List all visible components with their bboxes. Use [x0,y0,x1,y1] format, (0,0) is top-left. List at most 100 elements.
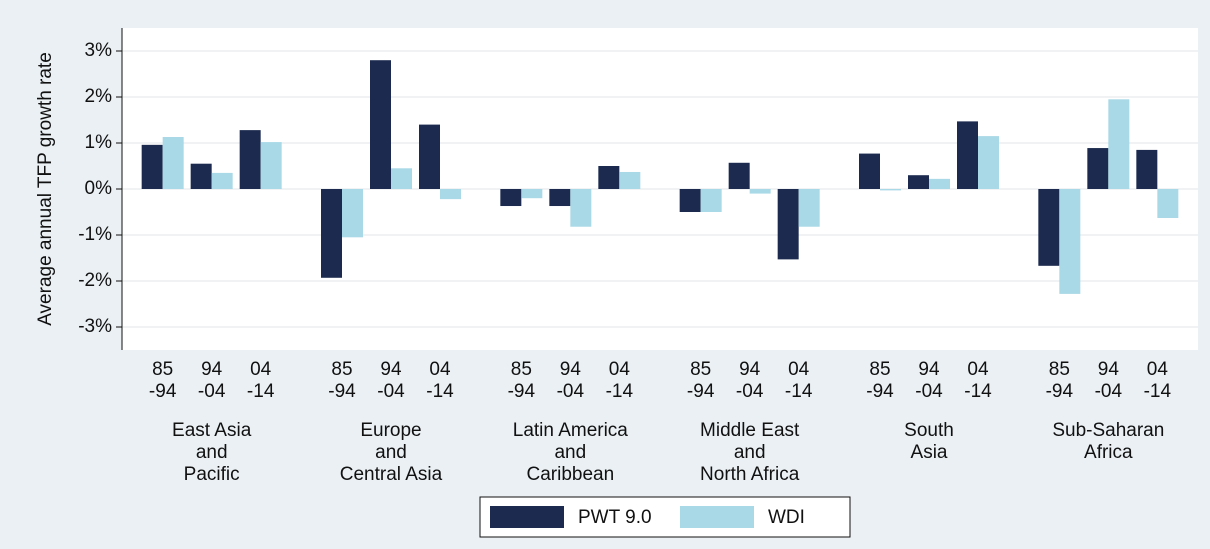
x-tick-label: 94 [560,359,582,380]
x-tick-label: 94 [1098,359,1120,380]
bar [929,178,950,189]
x-tick-label: 85 [869,359,890,380]
legend-swatch [490,506,564,528]
group-label: and [554,442,586,463]
x-tick-label: -04 [1095,381,1123,402]
group-label: North Africa [700,464,800,485]
x-tick-label: -04 [557,381,585,402]
bar [440,189,461,200]
bar [370,60,391,190]
bar [1038,189,1060,266]
group-label: Asia [911,442,948,463]
bar [419,124,440,189]
group-label: Europe [360,420,421,441]
x-tick-label: -94 [149,381,177,402]
bar [728,162,750,189]
x-tick-label: 94 [918,359,940,380]
y-tick-label: 2% [85,86,113,107]
bar [211,172,233,189]
bar [880,189,901,191]
x-tick-label: -94 [687,381,715,402]
x-tick-label: -14 [247,381,275,402]
group-label: and [375,442,407,463]
x-tick-label: -14 [964,381,992,402]
group-label: Sub-Saharan [1052,420,1164,441]
y-tick-label: 1% [85,132,113,153]
group-label: South [904,420,954,441]
group-label: Central Asia [340,464,443,485]
x-tick-label: 04 [609,359,631,380]
bar [798,189,820,227]
bar [749,189,771,194]
x-tick-label: -94 [328,381,356,402]
bar [908,175,929,189]
x-tick-label: -04 [915,381,943,402]
x-tick-label: -14 [785,381,813,402]
x-tick-label: 85 [331,359,352,380]
x-tick-label: -14 [606,381,634,402]
group-label: Caribbean [526,464,614,485]
legend-swatch [680,506,754,528]
bar [500,189,522,207]
bar [391,168,412,189]
x-tick-label: 94 [201,359,223,380]
legend-label: WDI [768,507,805,528]
group-label: and [734,442,766,463]
bar [598,166,620,189]
bar [777,189,799,260]
x-tick-label: -04 [198,381,226,402]
x-tick-label: 04 [250,359,272,380]
bar [239,130,261,189]
x-tick-label: -14 [1144,381,1172,402]
bar [190,163,212,189]
x-tick-label: 04 [788,359,810,380]
group-label: Middle East [700,420,800,441]
bar [1136,149,1158,189]
group-label: Pacific [184,464,240,485]
bar [549,189,571,207]
y-tick-label: -1% [78,224,112,245]
x-tick-label: 85 [152,359,173,380]
bar [1087,148,1109,189]
bar [321,189,342,278]
x-tick-label: -04 [736,381,764,402]
y-tick-label: -2% [78,270,112,291]
group-label: and [196,442,228,463]
bar [859,153,880,189]
bar [162,137,184,189]
y-tick-label: 0% [85,178,113,199]
x-tick-label: 85 [690,359,711,380]
y-axis-label: Average annual TFP growth rate [35,52,56,326]
bar [978,136,999,189]
bar [1108,99,1130,189]
x-tick-label: -94 [1046,381,1074,402]
group-label: East Asia [172,420,252,441]
x-tick-label: 85 [511,359,532,380]
bar [342,189,363,238]
x-tick-label: 94 [380,359,402,380]
bar [700,189,722,212]
x-tick-label: 04 [429,359,451,380]
x-tick-label: 04 [1147,359,1169,380]
y-tick-label: 3% [85,40,113,61]
bar [260,142,282,189]
x-tick-label: 85 [1049,359,1070,380]
x-tick-label: -04 [377,381,405,402]
bar [1157,189,1179,218]
bar [619,171,641,189]
bar [141,144,163,189]
group-label: Latin America [513,420,629,441]
bar [1059,189,1081,294]
x-tick-label: 94 [739,359,761,380]
group-label: Africa [1084,442,1133,463]
bar [957,121,978,189]
legend-label: PWT 9.0 [578,507,652,528]
x-tick-label: -94 [866,381,894,402]
x-tick-label: -14 [426,381,454,402]
y-tick-label: -3% [78,316,112,337]
x-tick-label: 04 [967,359,989,380]
bar [570,189,592,227]
x-tick-label: -94 [508,381,536,402]
